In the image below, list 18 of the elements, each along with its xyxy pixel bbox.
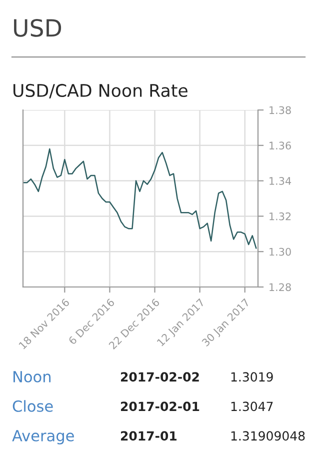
text: 1.3047	[231, 402, 273, 412]
text: 2017-02-01	[120, 402, 200, 412]
text: 1.31909048	[231, 431, 305, 441]
y-tick-label: 1.28	[270, 283, 291, 292]
line-series	[23, 148, 257, 249]
text: Noon	[14, 371, 51, 382]
y-tick-label: 1.30	[270, 248, 291, 256]
y-tick-label: 1.36	[270, 142, 291, 150]
chart-title: USD	[14, 18, 62, 37]
text: 1.3019	[231, 372, 273, 382]
text: Close	[12, 400, 53, 412]
text: Average	[12, 430, 74, 444]
y-tick-label: 1.38	[270, 106, 291, 114]
text: 2017-02-02	[120, 372, 199, 382]
chart-subtitle: USD/CAD Noon Rate	[14, 84, 188, 98]
y-tick-label: 1.32	[270, 212, 291, 220]
y-tick-label: 1.34	[270, 177, 292, 185]
text: 2017-01	[120, 431, 177, 441]
